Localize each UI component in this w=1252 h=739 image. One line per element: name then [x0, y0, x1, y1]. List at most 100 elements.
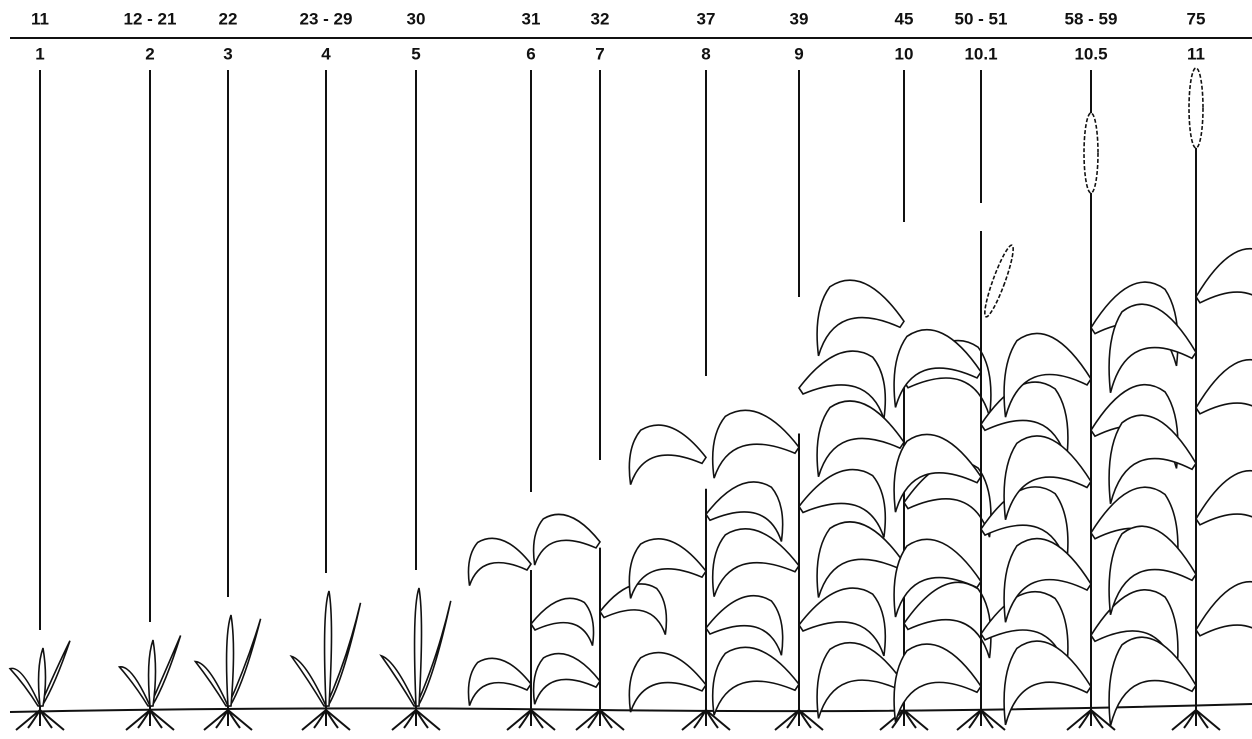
leaf	[1003, 332, 1092, 418]
leaf	[816, 400, 905, 477]
leaf	[117, 666, 152, 707]
leaf	[893, 538, 982, 618]
feekes-label: 2	[145, 44, 154, 63]
leaf	[193, 660, 230, 707]
growth-stage: 58 - 59 10.5	[1003, 9, 1179, 731]
zadoks-label: 58 - 59	[1065, 9, 1118, 28]
leaf	[816, 641, 905, 719]
leaf	[1108, 525, 1197, 615]
leaf	[37, 647, 47, 707]
feekes-label: 5	[411, 44, 420, 63]
root	[599, 709, 625, 731]
root	[530, 709, 556, 731]
leaf	[414, 600, 452, 707]
zadoks-label: 32	[591, 9, 610, 28]
root	[149, 709, 175, 731]
leaf	[1195, 247, 1252, 304]
zadoks-label: 39	[790, 9, 809, 28]
leaf	[893, 328, 982, 408]
leaf	[148, 635, 182, 707]
zadoks-label: 11	[31, 9, 49, 28]
leaf	[8, 667, 42, 707]
leaf	[1108, 636, 1197, 726]
leaf	[289, 654, 328, 707]
leaf	[226, 618, 262, 707]
leaf	[1108, 303, 1197, 393]
leaf	[1090, 589, 1179, 674]
leaf	[147, 639, 157, 707]
leaf	[1195, 358, 1252, 415]
leaf	[324, 602, 362, 707]
zadoks-label: 12 - 21	[124, 9, 177, 28]
root	[798, 709, 824, 731]
feekes-label: 11	[1187, 44, 1205, 63]
root	[1078, 709, 1092, 729]
growth-stage: 31 6	[467, 9, 595, 731]
root	[1195, 709, 1221, 731]
growth-stage: 39 9	[711, 9, 887, 731]
leaf	[1195, 469, 1252, 526]
leaf	[532, 513, 601, 566]
feekes-label: 1	[35, 44, 44, 63]
feekes-label: 6	[526, 44, 535, 63]
leaf	[467, 537, 532, 586]
zadoks-label: 75	[1187, 9, 1206, 28]
leaf	[711, 409, 800, 479]
root	[693, 709, 707, 729]
zadoks-label: 37	[697, 9, 716, 28]
root	[1183, 709, 1197, 729]
leaf	[628, 538, 707, 599]
leaf	[1195, 580, 1252, 637]
feekes-label: 3	[223, 44, 232, 63]
leaf	[816, 279, 905, 357]
growth-stage: 75 11	[1108, 9, 1252, 731]
feekes-label: 10	[895, 44, 914, 63]
leaf	[893, 433, 982, 513]
growth-stage: 111	[8, 9, 71, 731]
leaf	[628, 651, 707, 713]
leaf	[323, 590, 333, 707]
leaf	[705, 594, 784, 656]
leaf	[38, 640, 71, 707]
zadoks-label: 45	[895, 9, 914, 28]
root	[227, 709, 253, 731]
leaf	[379, 654, 418, 707]
growth-stage: 32 7	[532, 9, 668, 731]
leaf	[1108, 414, 1197, 504]
root	[325, 709, 351, 731]
zadoks-label: 30	[407, 9, 426, 28]
ear	[1083, 112, 1099, 194]
leaf	[711, 528, 800, 597]
root	[415, 709, 441, 731]
leaf	[532, 652, 601, 705]
root	[39, 709, 65, 731]
zadoks-label: 22	[219, 9, 238, 28]
ear	[984, 244, 1014, 318]
root	[968, 709, 982, 729]
zadoks-label: 23 - 29	[300, 9, 353, 28]
leaf	[798, 587, 887, 657]
leaf	[628, 424, 707, 485]
feekes-label: 9	[794, 44, 803, 63]
root	[27, 709, 41, 729]
growth-stage: 12 - 21 2	[117, 9, 182, 731]
root	[518, 709, 532, 729]
growth-stage: 30 5	[379, 9, 452, 731]
root	[587, 709, 601, 729]
ear	[1188, 67, 1204, 149]
leaf	[798, 350, 887, 420]
leaf	[1003, 435, 1092, 520]
root	[313, 709, 327, 729]
feekes-label: 8	[701, 44, 710, 63]
leaf	[893, 643, 982, 722]
zadoks-label: 31	[522, 9, 541, 28]
growth-stage: 23 - 29 4	[289, 9, 362, 731]
root	[903, 709, 929, 731]
feekes-label: 10.1	[964, 44, 997, 63]
root	[786, 709, 800, 729]
root	[705, 709, 731, 731]
feekes-label: 7	[595, 44, 604, 63]
growth-stage: 50 - 51 10.1	[893, 9, 1069, 731]
root	[137, 709, 151, 729]
